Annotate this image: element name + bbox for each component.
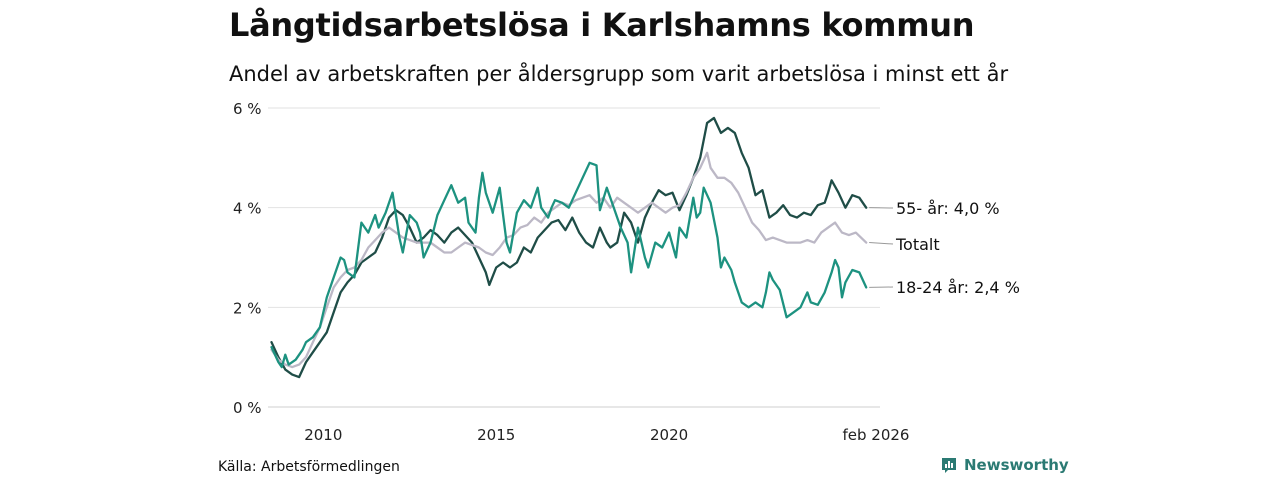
newsworthy-brand[interactable]: Newsworthy <box>940 456 1069 474</box>
x-tick-label: 2020 <box>650 426 688 444</box>
x-tick-label: feb 2026 <box>843 426 910 444</box>
y-tick-label: 0 % <box>233 399 262 417</box>
bar-chart-speech-bubble-icon <box>942 458 956 473</box>
brand-name: Newsworthy <box>964 456 1069 474</box>
series-end-label: 55- år: 4,0 % <box>896 199 1000 218</box>
series-line <box>270 116 868 379</box>
series-end-label: 18-24 år: 2,4 % <box>896 278 1020 297</box>
y-tick-label: 2 % <box>233 299 262 317</box>
source-note: Källa: Arbetsförmedlingen <box>218 459 400 475</box>
series-end-label: Totalt <box>895 235 940 254</box>
x-tick-label: 2015 <box>477 426 515 444</box>
series-line <box>270 151 868 369</box>
series-line <box>270 161 868 369</box>
chart-subtitle: Andel av arbetskraften per åldersgrupp s… <box>229 62 1009 86</box>
y-tick-label: 4 % <box>233 200 262 218</box>
label-connector <box>869 242 894 245</box>
x-tick-label: 2010 <box>304 426 342 444</box>
y-tick-label: 6 % <box>233 100 262 118</box>
chart-title: Långtidsarbetslösa i Karlshamns kommun <box>229 6 975 44</box>
